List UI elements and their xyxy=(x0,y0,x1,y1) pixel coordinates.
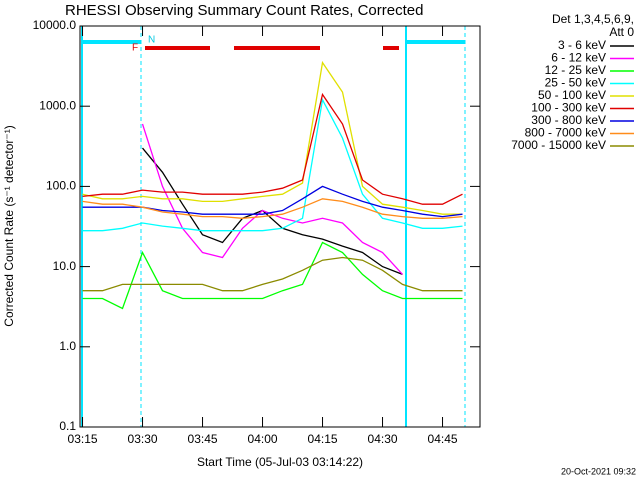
x-axis-label: Start Time (05-Jul-03 03:14:22) xyxy=(197,455,363,469)
annotation: F xyxy=(132,43,138,54)
series-line xyxy=(82,92,463,205)
series-line xyxy=(141,123,403,275)
x-tick-label: 04:30 xyxy=(368,432,398,446)
x-tick-label: 04:45 xyxy=(428,432,458,446)
annotation: N xyxy=(148,35,155,46)
y-tick-label: 1.0 xyxy=(59,339,76,353)
chart-title: RHESSI Observing Summary Count Rates, Co… xyxy=(65,2,423,19)
x-tick-label: 03:45 xyxy=(188,432,218,446)
series-line xyxy=(82,241,463,310)
y-tick-label: 100.0 xyxy=(46,179,76,193)
x-tick-label: 03:30 xyxy=(128,432,158,446)
legend-label: 25 - 50 keV xyxy=(545,76,606,90)
plot-frame xyxy=(79,25,481,428)
series-line xyxy=(82,60,463,215)
y-tick-label: 0.1 xyxy=(59,419,76,433)
legend-title: Det 1,3,4,5,6,9, xyxy=(552,12,634,26)
x-tick-label: 03:15 xyxy=(68,432,98,446)
y-tick-label: 1000.0 xyxy=(39,98,76,112)
legend-label: 6 - 12 keV xyxy=(551,51,606,65)
x-tick-label: 04:00 xyxy=(248,432,278,446)
series-line xyxy=(141,147,403,276)
footer: 20-Oct-2021 09:32 xyxy=(561,466,636,476)
legend-label: 12 - 25 keV xyxy=(545,63,606,77)
series-line xyxy=(82,198,463,219)
legend-label: 7000 - 15000 keV xyxy=(511,138,606,152)
orbit-markers xyxy=(81,26,466,427)
series-line xyxy=(82,97,463,232)
legend-title: Att 0 xyxy=(609,25,634,39)
legend-label: 50 - 100 keV xyxy=(538,88,606,102)
series-line xyxy=(82,256,463,292)
x-tick-label: 04:15 xyxy=(308,432,338,446)
y-axis-label: Corrected Count Rate (s⁻¹ detector⁻¹) xyxy=(2,125,16,326)
y-tick-label: 10000.0 xyxy=(33,18,77,32)
legend-label: 3 - 6 keV xyxy=(558,38,606,52)
legend-label: 300 - 800 keV xyxy=(531,113,606,127)
legend-label: 800 - 7000 keV xyxy=(525,126,606,140)
legend-label: 100 - 300 keV xyxy=(531,101,606,115)
y-tick-label: 10.0 xyxy=(53,259,77,273)
